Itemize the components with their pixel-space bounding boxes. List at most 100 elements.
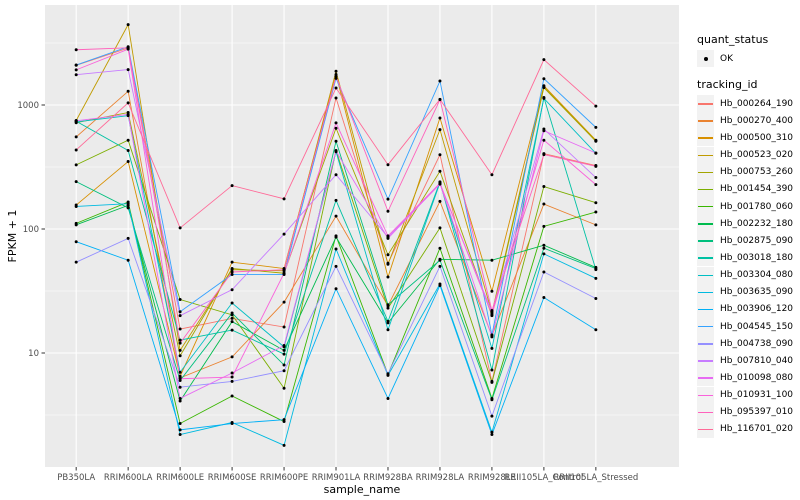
data-point-Hb_000264_190 <box>438 153 442 157</box>
data-point-Hb_003304_080 <box>386 328 390 332</box>
data-point-Hb_000270_400 <box>334 214 338 218</box>
data-point-Hb_095397_010 <box>74 48 78 52</box>
x-tick-label: RRIM928LE <box>468 473 516 483</box>
data-point-Hb_004738_090 <box>542 270 546 274</box>
legend-item-label: Hb_000264_190 <box>720 98 794 109</box>
legend-item-label: Hb_001454_390 <box>720 184 794 195</box>
legend-item-label: Hb_002875_090 <box>720 235 794 246</box>
legend-item-label: Hb_007810_040 <box>720 355 794 366</box>
data-point-Hb_010931_100 <box>542 138 546 142</box>
legend-line-swatch <box>698 120 713 122</box>
legend-line-swatch <box>698 326 713 328</box>
x-axis-title: sample_name <box>324 483 401 496</box>
data-point-Hb_000523_020 <box>386 262 390 266</box>
legend-line-swatch <box>698 171 713 174</box>
data-point-Hb_000523_020 <box>334 69 338 73</box>
data-point-Hb_010098_080 <box>542 129 546 133</box>
x-tick-label: RRIM600LE <box>156 473 204 483</box>
data-point-Hb_116701_020 <box>126 101 130 105</box>
data-point-Hb_002875_090 <box>386 303 390 307</box>
data-point-Hb_003018_180 <box>230 328 234 332</box>
data-point-Hb_004738_090 <box>74 260 78 264</box>
data-point-Hb_010098_080 <box>126 112 130 116</box>
legend-item-Hb_000753_260: Hb_000753_260 <box>697 163 799 181</box>
data-point-Hb_003018_180 <box>594 268 598 272</box>
data-point-Hb_004545_150 <box>542 77 546 81</box>
data-point-Hb_010098_080 <box>282 343 286 347</box>
data-point-Hb_001454_390 <box>490 380 494 384</box>
data-point-Hb_003906_120 <box>282 418 286 422</box>
legend-key-box <box>697 163 714 181</box>
data-point-Hb_010931_100 <box>594 183 598 187</box>
x-tick-label: RRIM600SE <box>208 473 257 483</box>
legend-item-Hb_010931_100: Hb_010931_100 <box>697 386 799 404</box>
data-point-Hb_003635_090 <box>334 247 338 251</box>
legend-key-box <box>697 335 714 353</box>
legend-item-Hb_004738_090: Hb_004738_090 <box>697 335 799 353</box>
data-point-Hb_003304_080 <box>542 96 546 100</box>
legend-item-label: Hb_000523_020 <box>720 150 794 161</box>
data-point-Hb_000500_310 <box>126 160 130 164</box>
data-point-Hb_004738_090 <box>490 414 494 418</box>
y-tick-label: 100 <box>23 225 39 235</box>
data-point-Hb_003304_080 <box>230 301 234 305</box>
legend-key-box <box>697 420 714 438</box>
legend-key-box <box>697 283 714 301</box>
data-point-Hb_010931_100 <box>230 375 234 379</box>
data-point-Hb_003906_120 <box>542 296 546 300</box>
legend-line-swatch <box>698 137 713 139</box>
legend-line-swatch <box>698 257 713 259</box>
data-point-Hb_010098_080 <box>230 371 234 375</box>
data-point-Hb_003018_180 <box>386 319 390 323</box>
data-point-Hb_002875_090 <box>74 180 78 184</box>
data-point-Hb_010931_100 <box>282 271 286 275</box>
data-point-Hb_003906_120 <box>490 433 494 437</box>
x-tick-label: RRII105LA_Stressed <box>553 473 638 483</box>
data-point-Hb_000523_020 <box>178 348 182 352</box>
legend-line-swatch <box>698 411 713 414</box>
legend-key-box <box>697 232 714 250</box>
legend-key-box <box>697 386 714 404</box>
legend-key-box <box>697 146 714 164</box>
legend-item-Hb_000264_190: Hb_000264_190 <box>697 95 799 113</box>
data-point-Hb_095397_010 <box>334 74 338 78</box>
data-point-Hb_001780_060 <box>542 224 546 228</box>
data-point-Hb_000500_310 <box>438 116 442 120</box>
legend-item-Hb_002232_180: Hb_002232_180 <box>697 215 799 233</box>
legend-key-box <box>697 129 714 147</box>
legend-line-swatch <box>698 103 713 105</box>
data-point-Hb_095397_010 <box>126 46 130 50</box>
data-point-Hb_004738_090 <box>178 385 182 389</box>
legend-item-label: Hb_003635_090 <box>720 287 794 298</box>
data-point-Hb_010098_080 <box>594 151 598 155</box>
legend-item-ok: OK <box>697 50 799 68</box>
data-point-Hb_003906_120 <box>594 328 598 332</box>
legend-line-swatch <box>698 343 713 345</box>
data-point-Hb_000753_260 <box>542 86 546 90</box>
legend-line-swatch <box>698 154 713 157</box>
data-point-Hb_000753_260 <box>178 354 182 358</box>
data-point-Hb_003906_120 <box>74 240 78 244</box>
data-point-Hb_000753_260 <box>386 253 390 257</box>
data-point-Hb_116701_020 <box>438 97 442 101</box>
legend-item-Hb_001454_390: Hb_001454_390 <box>697 180 799 198</box>
legend-line-swatch <box>698 394 713 396</box>
data-point-Hb_000264_190 <box>230 316 234 320</box>
data-point-Hb_004738_090 <box>438 264 442 268</box>
data-point-Hb_095397_010 <box>282 268 286 272</box>
y-tick-label: 10 <box>28 349 39 359</box>
x-tick-label: RRIM928LA <box>416 473 465 483</box>
data-point-Hb_002875_090 <box>542 246 546 250</box>
data-point-Hb_000270_400 <box>438 199 442 203</box>
data-point-Hb_116701_020 <box>386 163 390 167</box>
data-point-Hb_003906_120 <box>438 284 442 288</box>
legend-item-label: Hb_002232_180 <box>720 218 794 229</box>
data-point-Hb_000270_400 <box>230 355 234 359</box>
data-point-Hb_002232_180 <box>490 258 494 262</box>
data-point-Hb_000270_400 <box>594 223 598 227</box>
legend-line-swatch <box>698 274 713 276</box>
data-point-Hb_095397_010 <box>594 164 598 168</box>
data-point-Hb_003304_080 <box>490 346 494 350</box>
legend-item-label: Hb_000270_400 <box>720 115 794 126</box>
